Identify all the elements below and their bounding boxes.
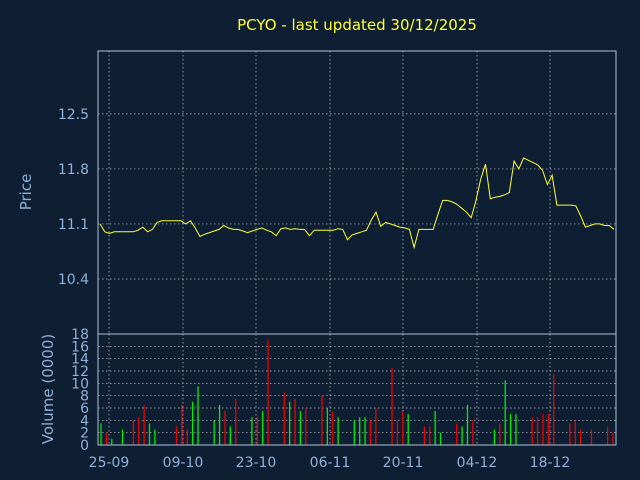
price-axis-label: Price bbox=[17, 174, 35, 211]
volume-tick-label: 14 bbox=[71, 352, 89, 368]
x-tick-label: 20-11 bbox=[383, 455, 424, 471]
x-tick-label: 04-12 bbox=[457, 455, 498, 471]
price-frame bbox=[97, 50, 617, 335]
x-tick-label: 23-10 bbox=[236, 455, 277, 471]
x-tick-label: 06-11 bbox=[310, 455, 351, 471]
price-tick-label: 10.4 bbox=[58, 272, 89, 288]
price-line bbox=[99, 157, 615, 250]
chart-title: PCYO - last updated 30/12/2025 bbox=[237, 16, 477, 34]
volume-frame bbox=[97, 333, 617, 446]
x-tick-label: 09-10 bbox=[163, 455, 204, 471]
x-tick-label: 18-12 bbox=[530, 455, 571, 471]
volume-tick-label: 8 bbox=[80, 389, 89, 405]
volume-tick-label: 0 bbox=[80, 438, 89, 454]
price-tick-label: 11.8 bbox=[58, 162, 89, 178]
volume-axis-label: Volume (0000) bbox=[39, 334, 57, 444]
price-panel: 12.5 11.8 11.1 10.4 Price bbox=[17, 50, 617, 335]
price-tick-label: 11.1 bbox=[58, 217, 89, 233]
price-tick-label: 12.5 bbox=[58, 107, 89, 123]
x-tick-label: 25-09 bbox=[89, 455, 130, 471]
volume-tick-label: 12 bbox=[71, 364, 89, 380]
volume-tick-label: 2 bbox=[80, 426, 89, 442]
volume-tick-label: 4 bbox=[80, 413, 89, 429]
volume-tick-label: 18 bbox=[71, 327, 89, 343]
volume-tick-label: 16 bbox=[71, 339, 89, 355]
volume-tick-label: 6 bbox=[80, 401, 89, 417]
volume-tick-label: 10 bbox=[71, 376, 89, 392]
